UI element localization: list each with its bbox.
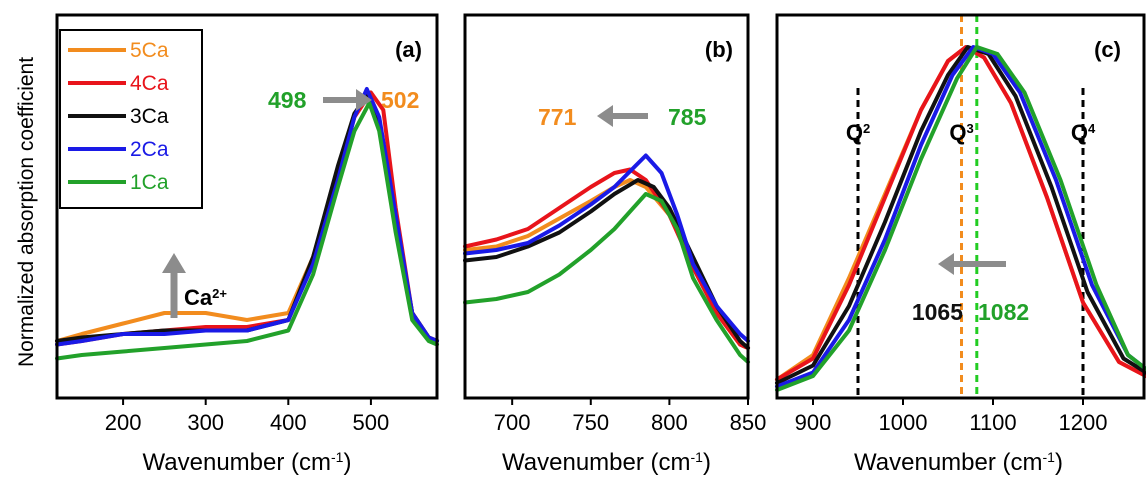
x-tick-label: 800 [651, 410, 688, 435]
series-1Ca [55, 101, 439, 361]
series-2Ca [775, 45, 1146, 389]
x-tick-label: 700 [494, 410, 531, 435]
x-tick-label: 750 [572, 410, 609, 435]
panel-label: (a) [395, 37, 422, 62]
vline-label: Q4 [1071, 120, 1096, 145]
plot-frame [55, 13, 439, 400]
peak-label: 1065 [912, 299, 963, 325]
legend-label-4Ca: 4Ca [130, 72, 169, 95]
x-axis-label: Wavenumber (cm-1) [854, 449, 1063, 476]
arrow-head [162, 253, 186, 273]
arrow-head [597, 105, 613, 127]
x-tick-label: 1200 [1059, 410, 1108, 435]
series-3Ca [775, 45, 1146, 385]
arrow-head [356, 89, 372, 111]
panel-label: (c) [1094, 37, 1121, 62]
x-tick-label: 850 [730, 410, 767, 435]
panel-label: (b) [705, 37, 733, 62]
series-4Ca [463, 167, 750, 350]
peak-label: 785 [668, 104, 707, 130]
arrow-head [938, 253, 954, 275]
x-tick-label: 1100 [969, 410, 1016, 435]
legend: 5Ca 4Ca 3Ca 2Ca 1Ca [59, 29, 203, 209]
vline-label: Q2 [846, 120, 870, 145]
plot-frame [775, 13, 1146, 400]
series-5Ca [463, 178, 750, 350]
x-tick-label: 400 [270, 410, 307, 435]
peak-label: 498 [268, 87, 307, 113]
panel-c: 900 1000 1100 1200 Wavenumber (cm-1) (c) Q2 Q3 Q… [775, 13, 1146, 476]
y-axis-label: Normalized absorption coefficient [15, 57, 38, 367]
x-tick-label: 1000 [879, 410, 928, 435]
x-tick-label: 200 [105, 410, 142, 435]
legend-label-5Ca: 5Ca [130, 39, 169, 62]
legend-label-2Ca: 2Ca [130, 138, 169, 161]
x-axis-label: Wavenumber (cm-1) [502, 449, 711, 476]
vline-label: Q3 [949, 120, 973, 145]
series-3Ca [463, 178, 750, 350]
x-tick-label: 500 [353, 410, 390, 435]
series-2Ca [55, 87, 439, 347]
series-1Ca [463, 192, 750, 364]
series-2Ca [463, 153, 750, 343]
legend-label-1Ca: 1Ca [130, 171, 169, 194]
peak-label: 771 [538, 104, 577, 130]
x-tick-label: 300 [187, 410, 224, 435]
x-axis-label: Wavenumber (cm-1) [143, 449, 352, 476]
panel-b: 700 750 800 850 Wavenumber (cm-1) (b) 771 785 [463, 13, 767, 476]
legend-label-3Ca: 3Ca [130, 105, 169, 128]
ion-label: Ca2+ [184, 285, 227, 310]
peak-label: 1082 [978, 299, 1029, 325]
plot-frame [463, 13, 750, 400]
series-1Ca [775, 45, 1146, 392]
peak-label: 502 [381, 87, 419, 113]
x-tick-label: 900 [795, 410, 832, 435]
